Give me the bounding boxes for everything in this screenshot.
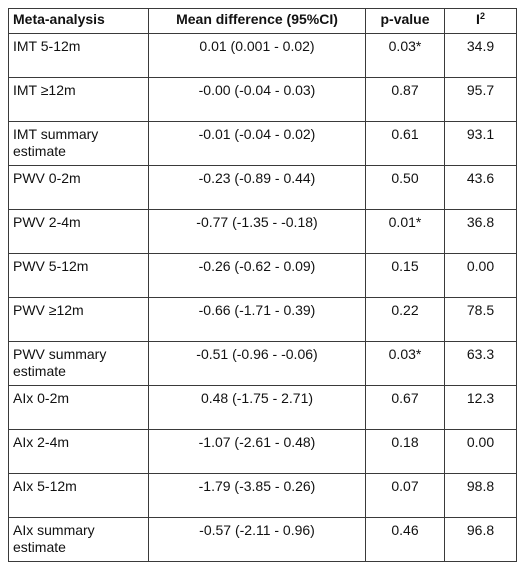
table-row: AIx 2-4m -1.07 (-2.61 - 0.48) 0.18 0.00	[8, 429, 517, 474]
table-row: PWV summary estimate -0.51 (-0.96 - -0.0…	[8, 341, 517, 386]
row-label: PWV 5-12m	[8, 253, 149, 298]
header-i-squared-base: I	[476, 11, 480, 27]
row-label: AIx 5-12m	[8, 473, 149, 518]
row-label: PWV summary estimate	[8, 341, 149, 386]
p-value-cell: 0.67	[365, 385, 445, 430]
i-squared-cell: 95.7	[444, 77, 517, 122]
table-row: PWV 2-4m -0.77 (-1.35 - -0.18) 0.01* 36.…	[8, 209, 517, 254]
header-meta-analysis: Meta-analysis	[8, 8, 149, 34]
mean-difference-cell: -0.77 (-1.35 - -0.18)	[148, 209, 366, 254]
row-label: PWV ≥12m	[8, 297, 149, 342]
p-value-cell: 0.22	[365, 297, 445, 342]
row-label: IMT 5-12m	[8, 33, 149, 78]
table-body: IMT 5-12m 0.01 (0.001 - 0.02) 0.03* 34.9…	[8, 33, 517, 562]
table-row: PWV 5-12m -0.26 (-0.62 - 0.09) 0.15 0.00	[8, 253, 517, 298]
table-row: IMT 5-12m 0.01 (0.001 - 0.02) 0.03* 34.9	[8, 33, 517, 78]
table-row: IMT ≥12m -0.00 (-0.04 - 0.03) 0.87 95.7	[8, 77, 517, 122]
i-squared-cell: 93.1	[444, 121, 517, 166]
i-squared-cell: 34.9	[444, 33, 517, 78]
p-value-cell: 0.15	[365, 253, 445, 298]
p-value-cell: 0.87	[365, 77, 445, 122]
table-row: AIx summary estimate -0.57 (-2.11 - 0.96…	[8, 517, 517, 562]
table-row: PWV 0-2m -0.23 (-0.89 - 0.44) 0.50 43.6	[8, 165, 517, 210]
p-value-cell: 0.50	[365, 165, 445, 210]
p-value-cell: 0.61	[365, 121, 445, 166]
row-label: IMT ≥12m	[8, 77, 149, 122]
mean-difference-cell: -0.26 (-0.62 - 0.09)	[148, 253, 366, 298]
header-i-squared-superscript: 2	[479, 11, 485, 21]
row-label: AIx summary estimate	[8, 517, 149, 562]
header-i-squared: I2	[444, 8, 517, 34]
header-row: Meta-analysis Mean difference (95%CI) p-…	[8, 8, 517, 34]
p-value-cell: 0.03*	[365, 33, 445, 78]
row-label: IMT summary estimate	[8, 121, 149, 166]
mean-difference-cell: -1.07 (-2.61 - 0.48)	[148, 429, 366, 474]
i-squared-cell: 0.00	[444, 429, 517, 474]
p-value-cell: 0.46	[365, 517, 445, 562]
i-squared-cell: 98.8	[444, 473, 517, 518]
row-label: PWV 2-4m	[8, 209, 149, 254]
table-header: Meta-analysis Mean difference (95%CI) p-…	[8, 8, 517, 34]
table-row: PWV ≥12m -0.66 (-1.71 - 0.39) 0.22 78.5	[8, 297, 517, 342]
table-row: IMT summary estimate -0.01 (-0.04 - 0.02…	[8, 121, 517, 166]
p-value-cell: 0.01*	[365, 209, 445, 254]
i-squared-cell: 0.00	[444, 253, 517, 298]
row-label: AIx 0-2m	[8, 385, 149, 430]
i-squared-cell: 12.3	[444, 385, 517, 430]
row-label: PWV 0-2m	[8, 165, 149, 210]
table-row: AIx 5-12m -1.79 (-3.85 - 0.26) 0.07 98.8	[8, 473, 517, 518]
mean-difference-cell: -1.79 (-3.85 - 0.26)	[148, 473, 366, 518]
mean-difference-cell: -0.23 (-0.89 - 0.44)	[148, 165, 366, 210]
meta-analysis-table: Meta-analysis Mean difference (95%CI) p-…	[8, 8, 517, 562]
mean-difference-cell: 0.48 (-1.75 - 2.71)	[148, 385, 366, 430]
mean-difference-cell: 0.01 (0.001 - 0.02)	[148, 33, 366, 78]
mean-difference-cell: -0.01 (-0.04 - 0.02)	[148, 121, 366, 166]
row-label: AIx 2-4m	[8, 429, 149, 474]
i-squared-cell: 78.5	[444, 297, 517, 342]
header-mean-difference: Mean difference (95%CI)	[148, 8, 366, 34]
p-value-cell: 0.18	[365, 429, 445, 474]
p-value-cell: 0.03*	[365, 341, 445, 386]
mean-difference-cell: -0.00 (-0.04 - 0.03)	[148, 77, 366, 122]
meta-analysis-table-container: Meta-analysis Mean difference (95%CI) p-…	[8, 8, 517, 562]
i-squared-cell: 63.3	[444, 341, 517, 386]
mean-difference-cell: -0.57 (-2.11 - 0.96)	[148, 517, 366, 562]
table-row: AIx 0-2m 0.48 (-1.75 - 2.71) 0.67 12.3	[8, 385, 517, 430]
mean-difference-cell: -0.66 (-1.71 - 0.39)	[148, 297, 366, 342]
i-squared-cell: 96.8	[444, 517, 517, 562]
header-p-value: p-value	[365, 8, 445, 34]
i-squared-cell: 43.6	[444, 165, 517, 210]
i-squared-cell: 36.8	[444, 209, 517, 254]
p-value-cell: 0.07	[365, 473, 445, 518]
mean-difference-cell: -0.51 (-0.96 - -0.06)	[148, 341, 366, 386]
